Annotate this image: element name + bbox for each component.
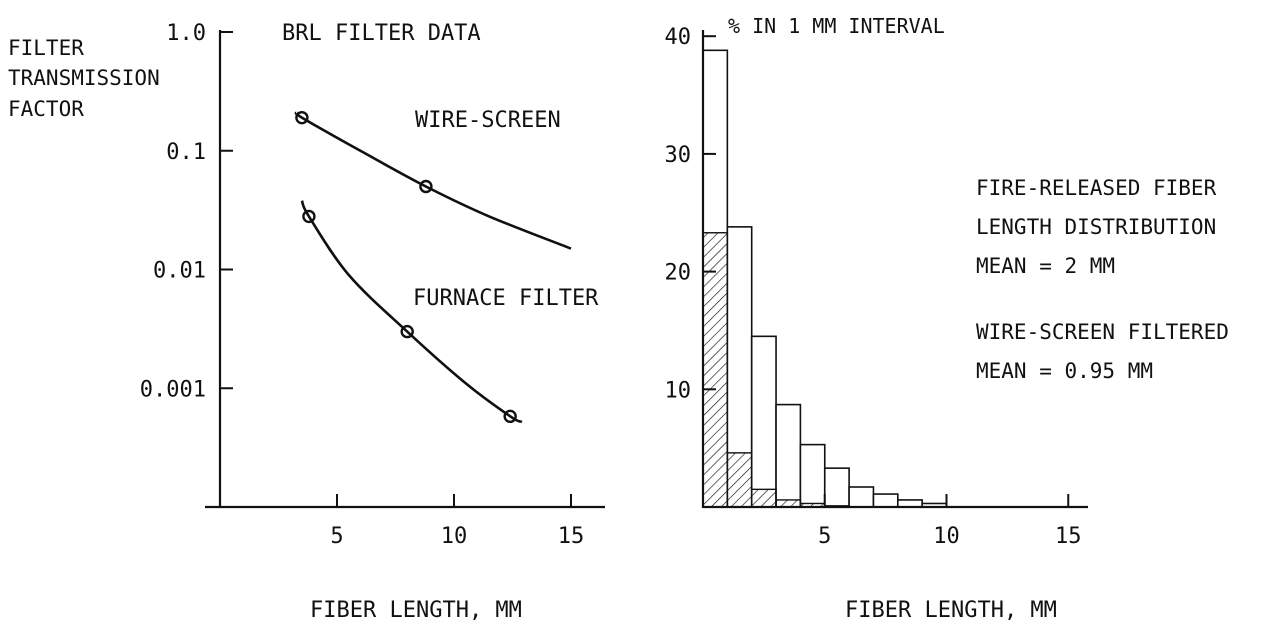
fire-released-bar [775, 403, 802, 508]
right-x-tick-label: 10 [933, 524, 960, 549]
left-x-axis-label: FIBER LENGTH, MM [310, 598, 522, 623]
left-ylabel-line-1: FILTER [8, 36, 84, 60]
left-y-ticks: 1.0 0.1 0.01 0.001 [140, 21, 233, 508]
filtered-bar [702, 232, 729, 508]
right-y-tick-label: 10 [665, 378, 692, 403]
right-x-tick-label: 5 [818, 524, 831, 549]
left-series [294, 110, 572, 424]
fire-released-bar [823, 467, 850, 508]
right-y-tick-label: 40 [665, 25, 692, 50]
annotation-wire-screen-1: WIRE-SCREEN FILTERED [976, 320, 1229, 344]
left-x-tick-label: 15 [558, 524, 585, 549]
left-x-tick-label: 5 [330, 524, 343, 549]
data-point [302, 209, 316, 224]
annotation-fire-released-1: FIRE-RELEASED FIBER [976, 176, 1217, 200]
left-x-tick-label: 10 [441, 524, 468, 549]
left-x-ticks: 5 10 15 [330, 494, 584, 549]
filter-transmission-chart: BRL FILTER DATA FILTER TRANSMISSION FACT… [8, 21, 605, 623]
right-y-ticks: 10 20 30 40 [665, 25, 716, 403]
left-y-tick-label: 0.01 [153, 259, 206, 284]
filtered-bar [751, 488, 777, 508]
left-y-tick-label: 1.0 [166, 21, 206, 46]
data-point [419, 179, 433, 194]
left-y-tick-label: 0.1 [166, 140, 206, 165]
annotation-fire-released-3: MEAN = 2 MM [976, 254, 1115, 278]
right-chart-title: % IN 1 MM INTERVAL [728, 14, 945, 38]
data-point [400, 324, 414, 339]
fire-released-bar [848, 486, 875, 508]
left-y-tick-label: 0.001 [140, 377, 206, 402]
wire-screen-label: WIRE-SCREEN [415, 108, 561, 133]
series-curve-0 [294, 111, 572, 250]
data-point [503, 409, 517, 424]
annotation-fire-released-2: LENGTH DISTRIBUTION [976, 215, 1216, 239]
annotation-wire-screen-2: MEAN = 0.95 MM [976, 359, 1153, 383]
right-y-tick-label: 20 [665, 261, 692, 286]
histogram-bars [702, 49, 948, 508]
right-y-tick-label: 30 [665, 143, 692, 168]
right-x-tick-label: 15 [1055, 524, 1082, 549]
data-point [295, 110, 309, 125]
length-distribution-chart: % IN 1 MM INTERVAL 10 20 30 40 5 10 15 FIRE-R… [665, 14, 1229, 623]
furnace-filter-label: FURNACE FILTER [413, 286, 599, 311]
right-x-axis-label: FIBER LENGTH, MM [845, 598, 1057, 623]
fire-released-bar [799, 443, 826, 508]
left-ylabel-line-2: TRANSMISSION [8, 66, 160, 90]
fire-released-bar [872, 493, 899, 508]
series-curve-1 [300, 200, 523, 424]
filtered-bar [726, 452, 753, 508]
right-x-ticks: 5 10 15 [818, 494, 1082, 549]
left-chart-title: BRL FILTER DATA [282, 21, 481, 46]
fire-released-bar [750, 335, 777, 508]
left-ylabel-line-3: FACTOR [8, 97, 84, 121]
